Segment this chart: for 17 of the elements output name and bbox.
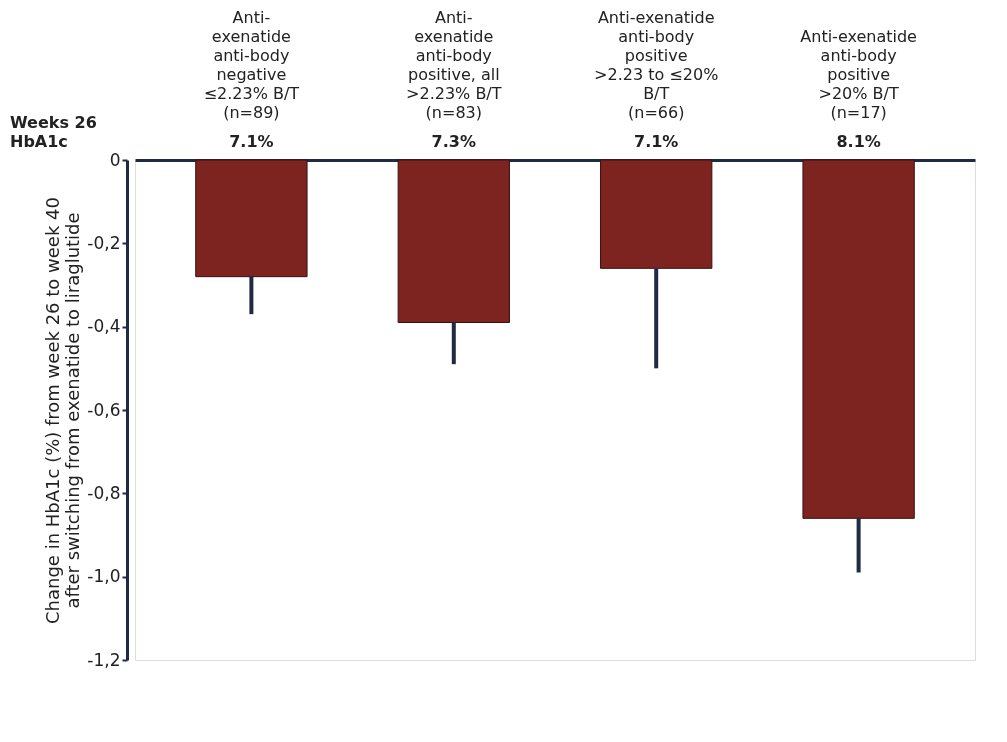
y-tick-label: -1,2 [87,649,121,670]
y-tick-label: 0 [109,149,121,170]
text: 7.1% [634,132,679,151]
y-tick-label: -1,0 [87,566,121,587]
x-tick-label: Anti- exenatide anti-body positive, all >2.23% B/T (n=83) [406,8,502,122]
x-tick-label: Anti- exenatide anti-body negative ≤2.23% B/T (n=89) [203,8,300,122]
y-tick-label: -0,4 [87,316,121,337]
y-tick-label: -0,8 [87,482,121,503]
text: Weeks 26 HbA1c [10,113,97,151]
x-tick-label: Anti-exenatide anti-body positive >20% B/T (n=17) [800,27,917,122]
y-tick-label: -0,2 [87,232,121,253]
text: 8.1% [836,132,881,151]
y-tick-label: -0,6 [87,399,121,420]
text: 7.1% [229,132,274,151]
x-tick-label: Anti-exenatide anti-body positive >2.23 to ≤20% B/T (n=66) [594,8,719,122]
text: 7.3% [431,132,476,151]
y-axis-title: Change in HbA1c (%) from week 26 to week 40 after switching from exenatide to liraglutide [42,197,84,624]
